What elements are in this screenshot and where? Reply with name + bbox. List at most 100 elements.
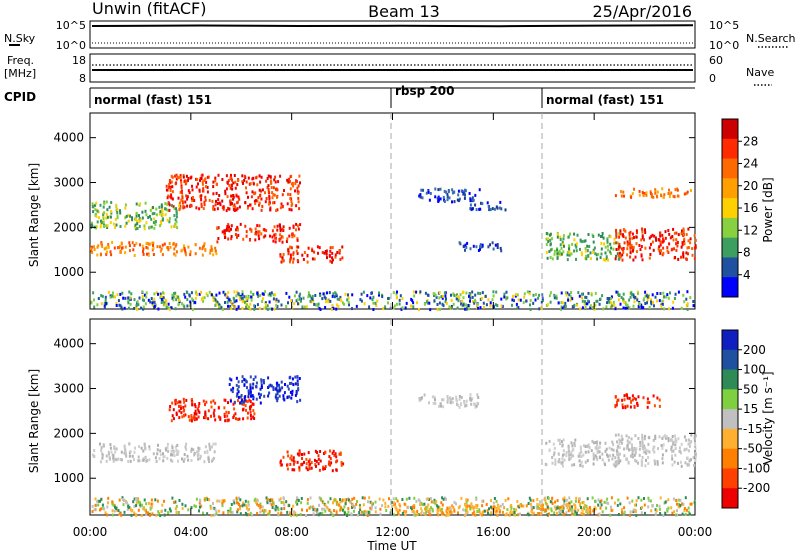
velocity-point-r5-159 (672, 441, 675, 444)
velocity-point-r9-289 (215, 512, 218, 516)
velocity-point-r5-130 (614, 464, 617, 468)
power-point-r8-111 (592, 250, 595, 254)
power-point-r11-279 (313, 302, 316, 306)
velocity-point-r0-57 (143, 443, 146, 447)
power-point-r1-27 (216, 240, 219, 244)
velocity-point-r9-244 (509, 511, 512, 515)
power-point-r8-96 (558, 249, 561, 253)
velocity-point-r6-8 (614, 395, 617, 399)
velocity-point-r3-36 (333, 453, 336, 457)
power-point-r11-540 (371, 298, 374, 301)
power-point-r9-144 (683, 237, 686, 241)
velocity-point-r9-665 (348, 498, 350, 502)
power-point-r11-137 (263, 306, 266, 310)
power-point-r0-91 (163, 242, 166, 246)
velocity-point-r0-6 (107, 450, 110, 454)
power-point-r11-479 (256, 303, 259, 307)
power-point-r9-75 (661, 240, 664, 244)
power-point-r8-88 (568, 249, 571, 253)
power-point-r11-312 (241, 290, 244, 294)
velocity-point-r9-758 (245, 513, 248, 517)
power-point-r2-250 (171, 190, 174, 194)
power-point-r1-66 (256, 224, 259, 228)
power-point-r2-204 (236, 183, 239, 187)
velocity-point-r0-101 (166, 446, 169, 450)
power-point-r11-588 (643, 297, 645, 301)
velocity-point-r9-125 (318, 496, 321, 500)
velocity-point-r5-35 (615, 449, 618, 453)
velocity-point-r5-39 (671, 457, 674, 461)
power-point-r0-46 (91, 251, 94, 254)
velocity-point-r9-79 (565, 511, 568, 515)
velocity-point-r1-50 (223, 406, 226, 410)
velocity-point-r5-97 (653, 445, 656, 449)
velocity-point-r4-80 (607, 454, 610, 458)
power-point-r8-117 (568, 247, 570, 251)
velocity-point-r1-7 (246, 400, 249, 404)
power-point-r9-22 (666, 246, 669, 249)
power-point-r9-35 (660, 249, 662, 253)
velocity-point-r3-70 (316, 451, 319, 454)
velocity-colorbar-block (722, 488, 738, 509)
velocity-point-r9-103 (297, 499, 300, 502)
power-point-r2-256 (229, 176, 232, 180)
velocity-point-r4-53 (590, 449, 593, 453)
velocity-point-r4-99 (584, 460, 587, 464)
power-point-r11-154 (563, 304, 566, 308)
power-point-r9-8 (667, 229, 670, 232)
power-point-r3-28 (331, 246, 334, 249)
velocity-point-r3-51 (317, 454, 320, 458)
power-point-r11-80 (598, 302, 601, 306)
power-point-r11-508 (481, 291, 484, 295)
velocity-point-r9-114 (115, 508, 118, 512)
velocity-point-r3-29 (340, 461, 343, 464)
velocity-point-r1-36 (238, 417, 241, 421)
velocity-point-r4-56 (548, 448, 551, 452)
power-point-r4-72 (138, 219, 141, 223)
velocity-point-r5-90 (687, 442, 690, 446)
power-point-r3-42 (302, 258, 305, 261)
power-point-r11-120 (567, 298, 570, 302)
velocity-point-r8-115 (540, 511, 543, 515)
velocity-point-r9-564 (190, 506, 193, 510)
velocity-point-r9-446 (128, 506, 131, 509)
velocity-point-r2-2 (282, 397, 285, 401)
power-point-r9-32 (658, 249, 661, 253)
power-point-r8-138 (613, 237, 616, 241)
velocity-point-r9-269 (326, 506, 329, 510)
velocity-point-r1-105 (227, 401, 229, 405)
velocity-point-r9-432 (368, 496, 371, 500)
velocity-point-r9-58 (213, 513, 216, 517)
power-point-r4-34 (141, 210, 144, 214)
velocity-point-r9-682 (516, 500, 519, 503)
power-point-r8-42 (596, 257, 599, 261)
power-point-r4-13 (144, 201, 147, 205)
velocity-point-r0-67 (187, 458, 190, 462)
velocity-point-r0-78 (108, 455, 111, 459)
power-point-r4-165 (103, 201, 106, 205)
velocity-point-r7-25 (464, 404, 467, 408)
power-point-r9-47 (648, 256, 651, 260)
velocity-point-r1-129 (183, 414, 186, 418)
velocity-point-r4-71 (616, 460, 619, 463)
power-point-r6-23 (487, 204, 490, 208)
power-point-r4-105 (161, 213, 164, 217)
power-point-r11-729 (362, 290, 365, 294)
power-point-r8-75 (604, 251, 607, 255)
power-point-r2-302 (271, 196, 274, 200)
power-point-r6-9 (495, 205, 498, 209)
velocity-point-r1-114 (191, 401, 194, 405)
velocity-point-r7-9 (475, 404, 478, 408)
power-point-r11-66 (412, 290, 415, 294)
power-point-r8-20 (551, 257, 554, 261)
velocity-point-r4-68 (552, 442, 555, 446)
power-point-r11-553 (465, 291, 468, 295)
power-point-r11-360 (109, 295, 112, 299)
velocity-point-r9-676 (532, 506, 535, 510)
velocity-point-r5-7 (629, 440, 632, 444)
power-point-r11-251 (311, 294, 314, 298)
velocity-point-r9-134 (413, 510, 416, 514)
velocity-point-r4-61 (617, 456, 620, 460)
power-point-r11-247 (221, 307, 224, 311)
velocity-point-r9-485 (338, 503, 341, 507)
